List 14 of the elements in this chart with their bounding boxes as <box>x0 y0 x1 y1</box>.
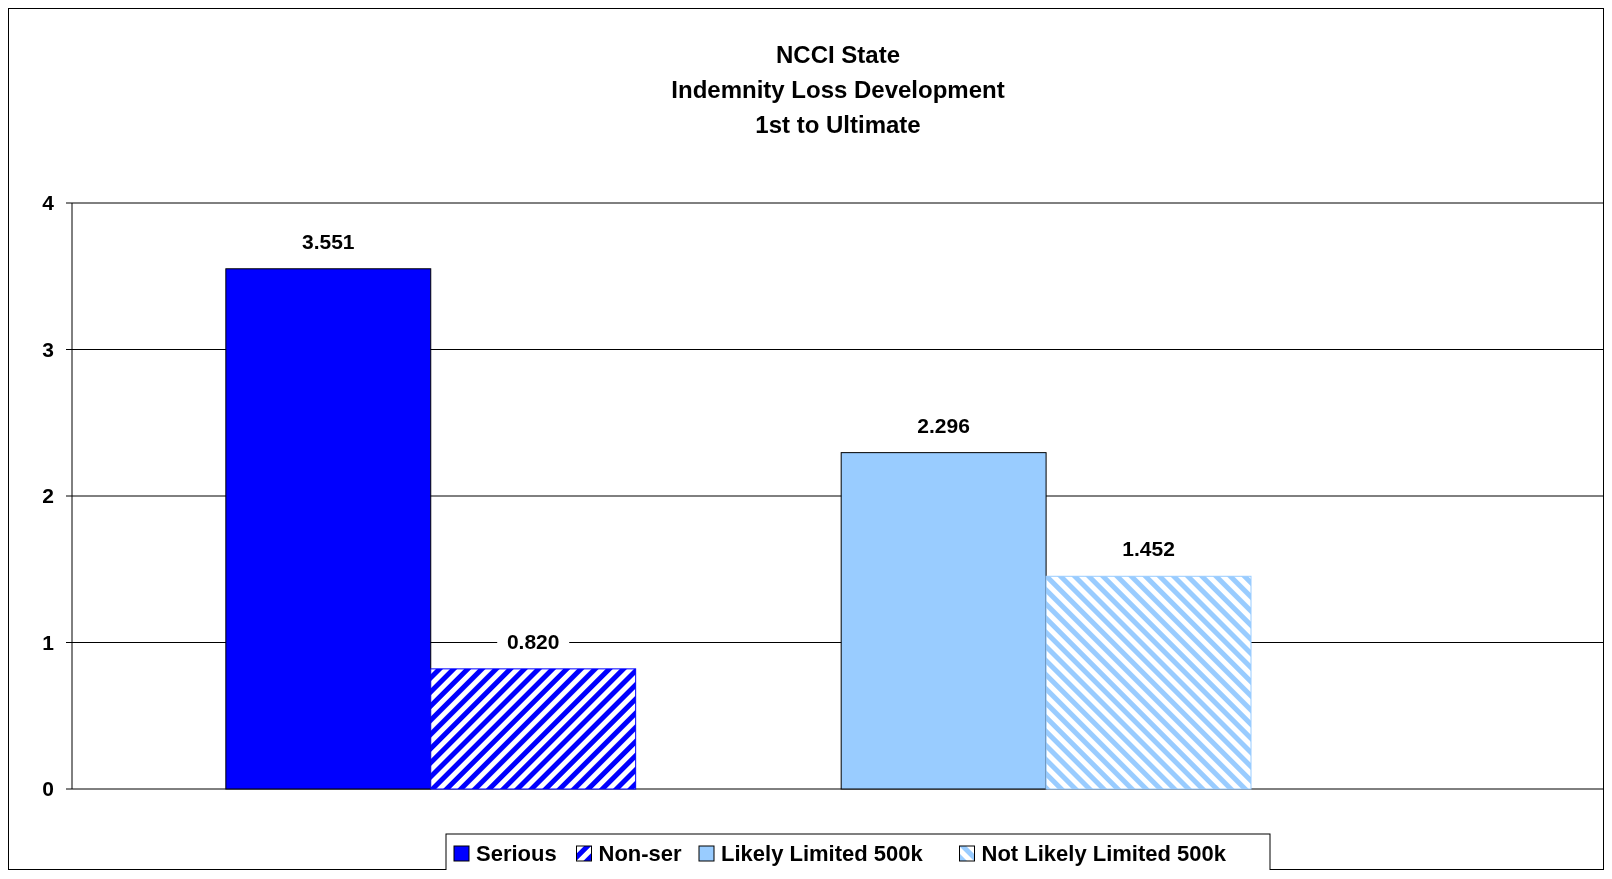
legend-label: Likely Limited 500k <box>721 841 924 866</box>
data-label: 2.296 <box>917 413 970 437</box>
legend-label: Not Likely Limited 500k <box>981 841 1227 866</box>
y-tick-label: 1 <box>42 630 55 654</box>
y-tick-label: 4 <box>42 191 55 214</box>
data-label: 3.551 <box>302 229 355 253</box>
legend-label: Non-ser <box>598 841 683 866</box>
data-label: 1.452 <box>1122 537 1175 561</box>
data-label: 0.820 <box>506 629 560 653</box>
y-tick-label: 3 <box>42 337 54 361</box>
chart-title: NCCI State Indemnity Loss Development 1st to Ultimate <box>671 41 1005 138</box>
y-tick-label: 2 <box>42 484 54 507</box>
legend-label: Serious <box>476 841 557 866</box>
y-tick-label: 0 <box>42 777 54 800</box>
